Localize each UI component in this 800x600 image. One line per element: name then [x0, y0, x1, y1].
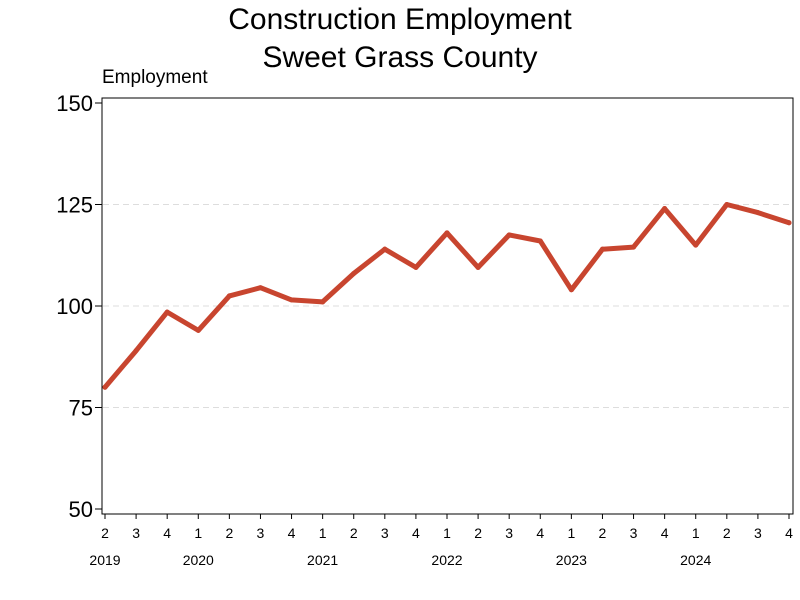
x-tick-label-21: 3: [754, 525, 762, 541]
x-tick-label-22: 4: [785, 525, 793, 541]
x-tick-label-18: 4: [661, 525, 669, 541]
data-point-20: [724, 202, 730, 207]
x-tick-label-16: 2: [599, 525, 607, 541]
data-point-12: [475, 264, 481, 270]
x-tick-label-3: 1: [194, 525, 202, 541]
x-tick-label-10: 4: [412, 525, 420, 541]
y-tick-label-125: 125: [56, 193, 93, 218]
data-point-19: [693, 242, 699, 248]
y-tick-label-75: 75: [69, 396, 93, 421]
x-tick-label-12: 2: [474, 525, 482, 541]
x-tick-label-13: 3: [505, 525, 513, 541]
x-tick-label-17: 3: [630, 525, 638, 541]
year-label-2023: 2023: [556, 552, 587, 568]
x-tick-label-0: 2: [101, 525, 109, 541]
data-point-3: [195, 327, 201, 333]
series-lines: [102, 202, 792, 390]
y-axis-label: Employment: [102, 67, 208, 88]
year-label-2021: 2021: [307, 552, 338, 568]
year-label-2024: 2024: [680, 552, 711, 568]
chart-title-line-2: Sweet Grass County: [262, 41, 538, 74]
data-point-21: [755, 210, 761, 216]
data-point-6: [289, 297, 295, 303]
data-point-17: [631, 244, 637, 250]
data-point-0: [102, 384, 108, 390]
x-tick-label-6: 4: [288, 525, 296, 541]
x-tick-label-20: 2: [723, 525, 731, 541]
x-tick-label-4: 2: [225, 525, 233, 541]
year-label-2019: 2019: [89, 552, 120, 568]
x-tick-label-7: 1: [319, 525, 327, 541]
data-point-13: [506, 232, 512, 238]
data-point-2: [164, 309, 170, 315]
year-label-2020: 2020: [183, 552, 214, 568]
x-tick-label-5: 3: [257, 525, 265, 541]
data-point-1: [133, 348, 139, 354]
data-point-16: [599, 246, 605, 252]
year-label-2022: 2022: [431, 552, 462, 568]
data-point-14: [537, 238, 543, 244]
data-point-10: [413, 264, 419, 270]
x-tick-label-11: 1: [443, 525, 451, 541]
y-axis: 50 75 100 125 150: [56, 91, 102, 522]
data-point-4: [226, 293, 232, 299]
x-tick-label-15: 1: [567, 525, 575, 541]
x-tick-label-9: 3: [381, 525, 389, 541]
x-axis: 2 3 4 1 2 3 4 1 2 3 4 1 2 3 4 1 2 3 4 1 2 3 4 2019 2020 2021 2022 2…: [89, 514, 793, 568]
data-point-15: [568, 287, 574, 293]
y-tick-label-150: 150: [56, 91, 93, 116]
data-point-5: [257, 285, 263, 291]
data-point-7: [320, 299, 326, 305]
x-tick-label-14: 4: [536, 525, 544, 541]
data-point-11: [444, 230, 450, 236]
chart-title-line-1: Construction Employment: [228, 3, 572, 36]
data-point-22: [786, 220, 792, 226]
x-tick-label-8: 2: [350, 525, 358, 541]
data-point-9: [382, 246, 388, 252]
data-point-18: [662, 206, 668, 212]
x-tick-label-2: 4: [163, 525, 171, 541]
y-tick-label-100: 100: [56, 294, 93, 319]
x-tick-label-19: 1: [692, 525, 700, 541]
x-tick-label-1: 3: [132, 525, 140, 541]
y-tick-label-50: 50: [69, 497, 93, 522]
data-point-8: [351, 271, 357, 277]
